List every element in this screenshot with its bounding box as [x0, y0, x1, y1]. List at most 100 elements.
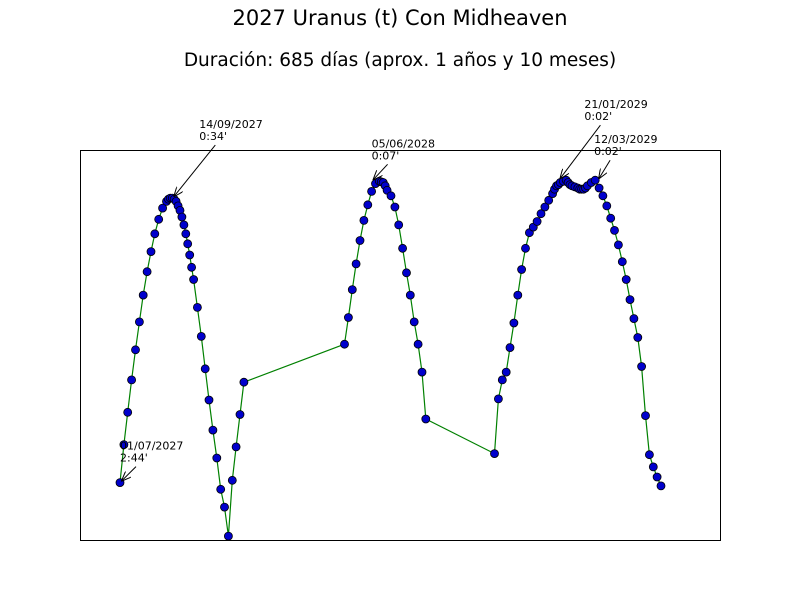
data-point	[606, 213, 616, 223]
data-point	[532, 217, 542, 226]
data-point	[343, 313, 353, 322]
data-point	[204, 395, 214, 405]
data-point	[390, 202, 400, 212]
data-point	[146, 247, 156, 257]
data-point	[131, 345, 140, 355]
annotation-date: 21/01/2029	[584, 98, 647, 111]
data-point	[220, 502, 229, 512]
annotation-value: 0:02'	[584, 110, 612, 123]
data-point	[138, 290, 148, 300]
data-point	[183, 239, 193, 249]
annotation-arrow	[122, 466, 137, 481]
annotation-date: 01/07/2027	[120, 440, 183, 453]
data-point	[398, 243, 408, 253]
data-point	[187, 262, 197, 272]
data-point	[652, 472, 662, 482]
data-point	[227, 475, 237, 485]
data-point	[614, 240, 623, 250]
data-point	[181, 229, 191, 239]
annotation-value: 0:02'	[594, 145, 622, 158]
data-point	[235, 410, 245, 419]
data-point	[185, 250, 195, 260]
data-point	[505, 343, 515, 353]
data-point	[192, 302, 202, 312]
data-point	[629, 314, 639, 324]
data-point	[490, 449, 499, 459]
data-point	[417, 367, 427, 377]
data-point	[223, 531, 233, 541]
annotation-value: 2:44'	[120, 452, 148, 465]
chart-title: 2027 Uranus (t) Con Midheaven	[232, 6, 568, 30]
data-point	[123, 407, 133, 417]
data-point	[648, 462, 658, 472]
data-point	[633, 333, 643, 342]
data-point	[367, 186, 377, 196]
data-point	[158, 203, 168, 213]
annotation-arrow	[599, 159, 611, 178]
annotation-arrow	[374, 163, 388, 179]
data-point	[363, 200, 373, 210]
data-point	[212, 453, 222, 463]
data-point	[119, 440, 129, 450]
data-point	[189, 275, 199, 284]
data-point	[645, 450, 654, 460]
data-point	[536, 209, 546, 219]
data-point	[598, 191, 608, 201]
data-point	[208, 425, 218, 435]
data-point	[540, 202, 550, 212]
data-point	[340, 339, 349, 349]
data-point	[231, 442, 241, 452]
annotation-arrow	[174, 144, 216, 196]
data-point	[413, 339, 423, 349]
data-point	[602, 201, 612, 211]
data-point	[517, 265, 526, 274]
annotation-value: 0:07'	[372, 149, 400, 162]
data-point	[544, 195, 554, 205]
data-point	[127, 375, 137, 385]
data-point	[409, 317, 419, 327]
data-point	[509, 318, 519, 328]
data-point	[386, 191, 396, 201]
data-point	[351, 259, 361, 269]
data-point	[347, 285, 357, 295]
chart-subtitle: Duración: 685 días (aprox. 1 años y 10 m…	[183, 50, 617, 71]
plot-frame	[80, 150, 721, 541]
annotation-date: 14/09/2027	[199, 118, 262, 131]
data-point	[656, 481, 666, 491]
data-point	[216, 484, 226, 494]
annotation-arrow	[560, 124, 601, 178]
data-point	[617, 257, 627, 267]
data-point	[513, 290, 523, 300]
annotation-date: 05/06/2028	[372, 137, 435, 150]
data-point	[521, 243, 530, 253]
data-point	[154, 214, 164, 224]
data-point	[239, 377, 249, 387]
data-point	[590, 175, 600, 185]
data-point	[421, 414, 431, 424]
data-point	[621, 275, 631, 284]
data-point	[196, 331, 206, 341]
data-point	[405, 290, 415, 300]
data-point	[501, 367, 511, 377]
annotation-date: 12/03/2029	[594, 133, 657, 146]
data-point	[610, 225, 619, 235]
data-point	[625, 295, 635, 305]
data-point	[134, 317, 144, 327]
data-point	[641, 411, 650, 421]
series-line	[119, 179, 662, 537]
data-point	[359, 215, 369, 225]
data-point	[177, 212, 187, 222]
data-point	[142, 267, 152, 277]
data-point	[394, 220, 404, 230]
data-point	[200, 364, 210, 374]
data-point	[402, 268, 411, 278]
data-point	[355, 236, 365, 245]
data-point	[493, 394, 503, 404]
data-point	[594, 183, 604, 193]
data-point	[637, 362, 646, 371]
data-point	[150, 229, 160, 239]
annotation-value: 0:34'	[199, 130, 227, 143]
data-point	[497, 375, 507, 385]
data-point	[179, 220, 189, 230]
